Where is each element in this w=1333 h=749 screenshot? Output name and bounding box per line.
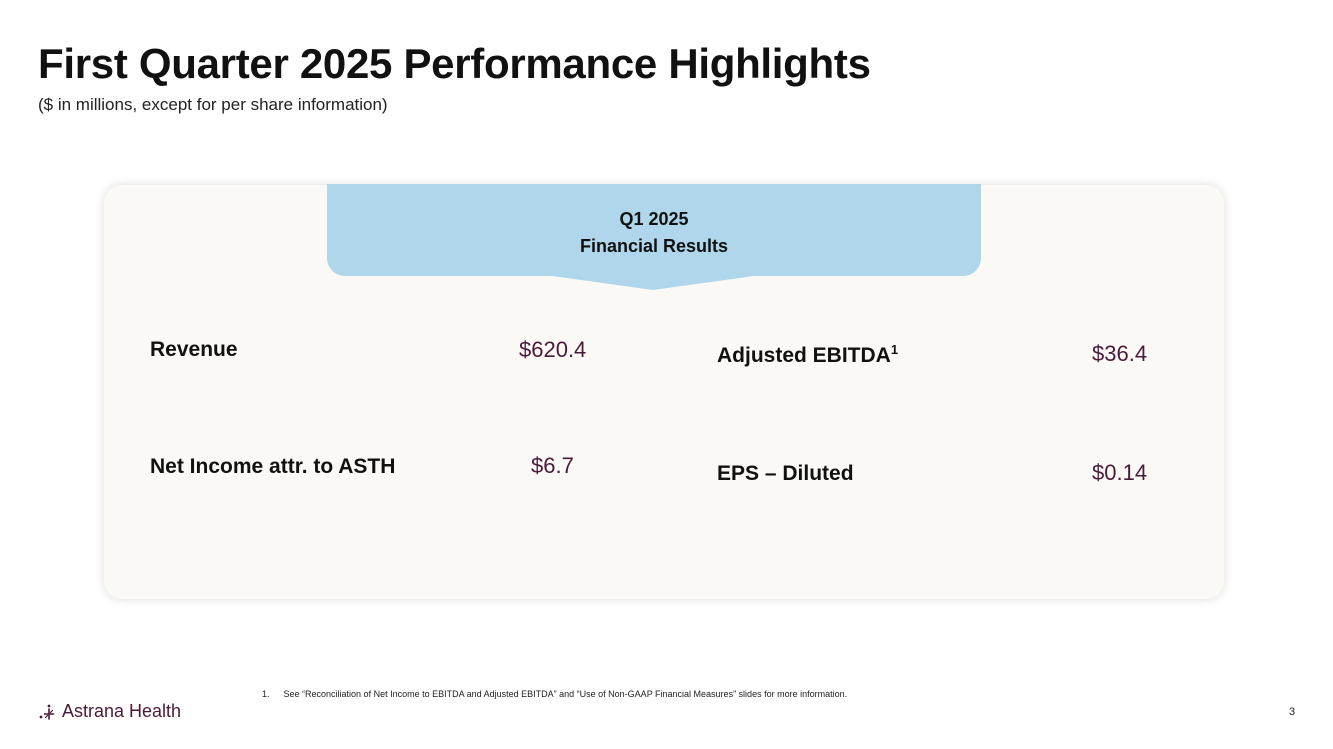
- footnote-marker: 1: [890, 342, 899, 357]
- logo-text: Astrana Health: [62, 701, 182, 721]
- banner-pointer: [545, 275, 761, 290]
- eps-label: EPS – Diluted: [717, 462, 854, 485]
- eps-value: $0.14: [1092, 460, 1148, 485]
- footnote-text: See “Reconciliation of Net Income to EBI…: [283, 689, 848, 699]
- revenue-label: Revenue: [150, 338, 238, 361]
- adjusted-ebitda-label-text: Adjusted EBITDA: [717, 344, 891, 367]
- astrana-mark-icon: [39, 704, 55, 720]
- page-number: 3: [1289, 706, 1296, 718]
- net-income-value: $6.7: [531, 453, 574, 478]
- page-title: First Quarter 2025 Performance Highlight…: [38, 40, 871, 87]
- banner-period: Q1 2025: [619, 209, 689, 229]
- adjusted-ebitda-value: $36.4: [1092, 341, 1148, 366]
- revenue-value: $620.4: [519, 337, 587, 362]
- results-banner: Q1 2025 Financial Results: [327, 184, 981, 276]
- footnote-number: 1.: [262, 689, 270, 699]
- banner-heading: Financial Results: [579, 236, 729, 256]
- footnote: 1. See “Reconciliation of Net Income to E…: [262, 689, 847, 699]
- company-logo: Astrana Health: [38, 701, 181, 722]
- adjusted-ebitda-label: Adjusted EBITDA1: [717, 342, 898, 368]
- net-income-label: Net Income attr. to ASTH: [150, 455, 396, 478]
- page-subtitle: ($ in millions, except for per share inf…: [38, 95, 388, 114]
